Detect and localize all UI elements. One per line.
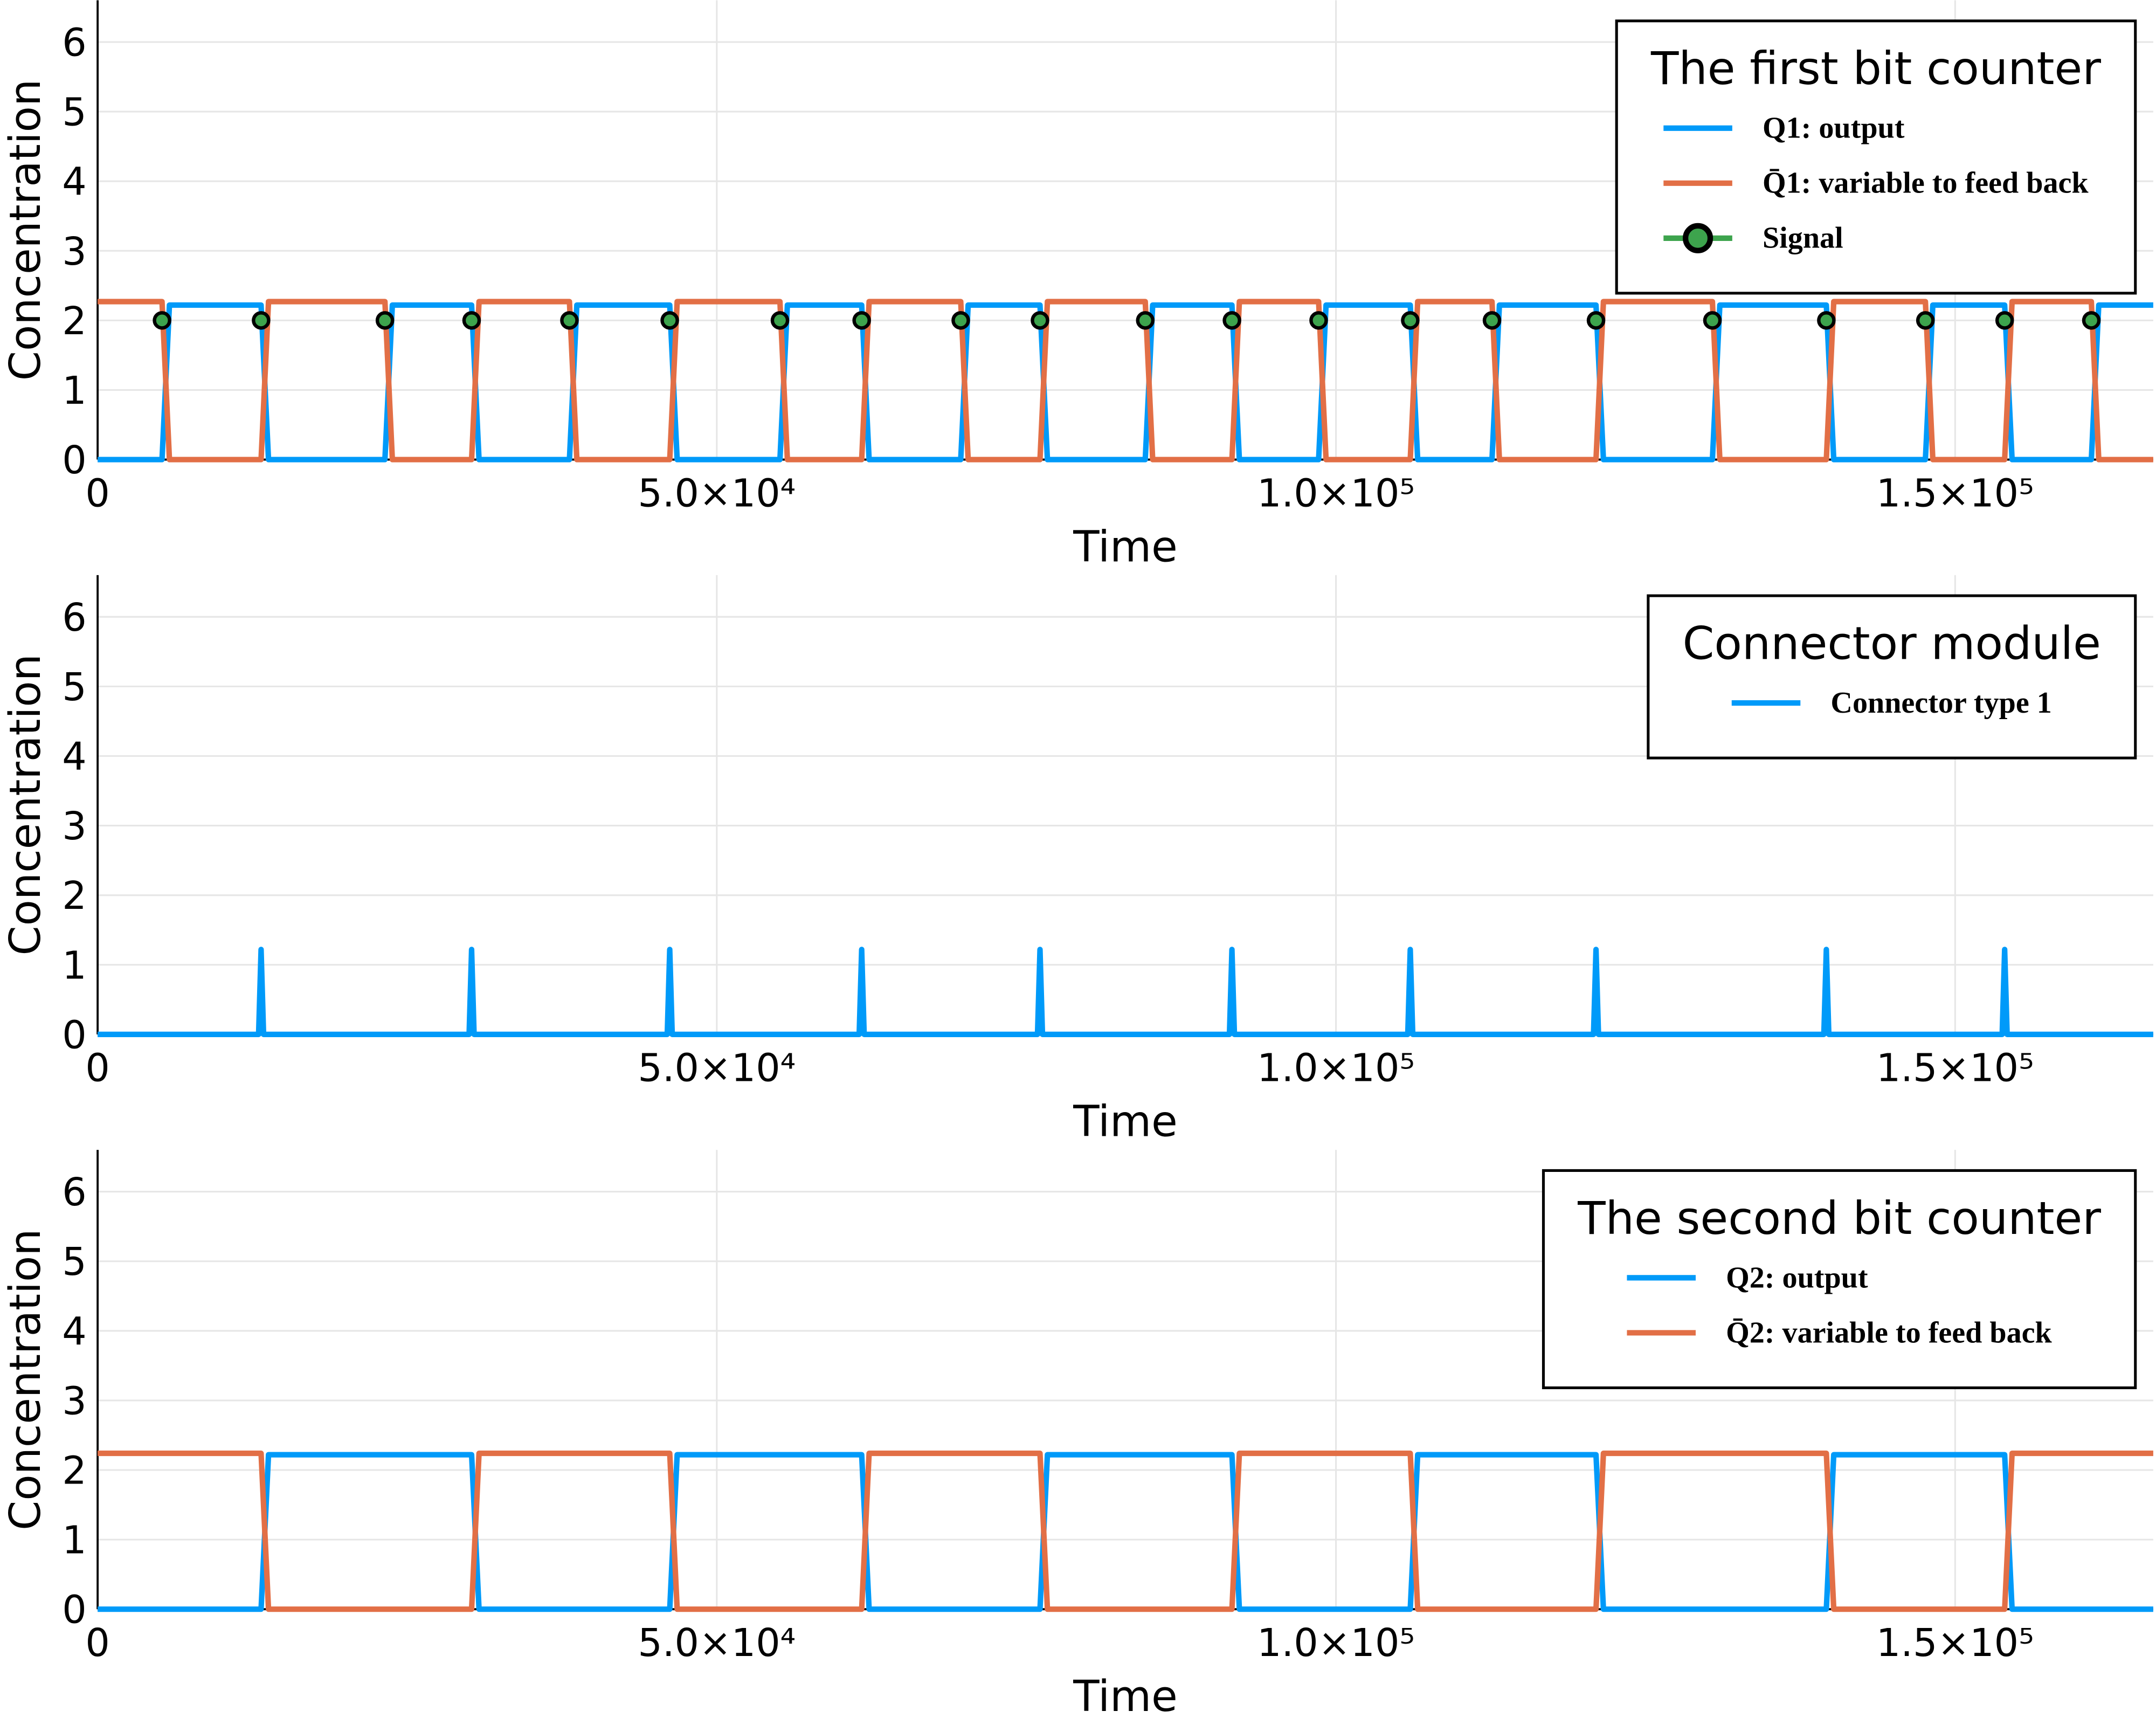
signal-marker: [1136, 311, 1155, 330]
y-tick-label: 5: [62, 90, 86, 135]
y-tick-label: 0: [62, 438, 86, 482]
y-tick-label: 6: [62, 1170, 86, 1215]
x-tick-label: 5.0×10⁴: [638, 471, 796, 515]
legend: Connector module Connector type 1: [1647, 594, 2137, 760]
signal-marker: [951, 311, 970, 330]
y-tick-label: 2: [62, 873, 86, 918]
series-line: [98, 1450, 2153, 1612]
signal-marker: [1995, 311, 2014, 330]
signal-marker: [770, 311, 790, 330]
series-line: [98, 1452, 2153, 1612]
y-tick-label: 6: [62, 595, 86, 640]
y-axis-label: Concentration: [1, 654, 50, 955]
signal-marker: [660, 311, 679, 330]
x-tick-label: 1.0×10⁵: [1257, 471, 1415, 515]
signal-marker: [1817, 311, 1836, 330]
legend-box: [1647, 594, 2137, 760]
x-axis-label: Time: [1073, 1097, 1178, 1147]
legend: The first bit counter Q1: output Q̄1: vari…: [1615, 19, 2137, 295]
legend: The second bit counter Q2: output Q̄2: var…: [1542, 1169, 2137, 1390]
x-tick-label: 0: [85, 471, 109, 515]
x-tick-label: 0: [85, 1046, 109, 1091]
signal-marker: [1586, 311, 1606, 330]
signal-marker: [375, 311, 395, 330]
x-tick-label: 1.0×10⁵: [1257, 1046, 1415, 1091]
y-tick-label: 2: [62, 1448, 86, 1493]
legend-label: Signal: [1763, 222, 1843, 255]
y-tick-label: 2: [62, 299, 86, 343]
y-axis-label: Concentration: [1, 1229, 50, 1530]
legend-marker: [1683, 223, 1713, 253]
legend-label: Q1: output: [1763, 112, 1905, 145]
panel: 0 5.0×10⁴ 1.0×10⁵ 1.5×10⁵ 0 1 2 3 4 5 6 Time Concent…: [1, 1150, 2153, 1721]
x-axis-label: Time: [1073, 1672, 1178, 1721]
x-tick-label: 1.5×10⁵: [1876, 1046, 2034, 1091]
signal-marker: [1916, 311, 1935, 330]
y-tick-label: 4: [62, 160, 86, 204]
signal-marker: [1309, 311, 1328, 330]
legend-label: Q2: output: [1726, 1261, 1868, 1294]
x-tick-label: 1.5×10⁵: [1876, 1620, 2034, 1665]
signal-marker: [252, 311, 271, 330]
y-tick-label: 6: [62, 20, 86, 65]
legend-title: The first bit counter: [1650, 42, 2101, 95]
y-tick-label: 4: [62, 734, 86, 779]
signal-marker: [560, 311, 579, 330]
signal-marker: [153, 311, 171, 330]
signal-marker: [1222, 311, 1241, 330]
y-tick-label: 0: [62, 1012, 86, 1057]
legend-label: Q̄1: variable to feed back: [1763, 167, 2089, 200]
signal-marker: [1031, 311, 1049, 330]
series-line: [98, 299, 2153, 463]
y-tick-label: 3: [62, 804, 86, 848]
y-tick-label: 0: [62, 1588, 86, 1632]
y-axis-label: Concentration: [1, 79, 50, 381]
legend-title: The second bit counter: [1577, 1192, 2101, 1245]
x-tick-label: 5.0×10⁴: [638, 1620, 796, 1665]
y-tick-label: 3: [62, 1378, 86, 1423]
series-line: [98, 302, 2153, 463]
signal-marker: [852, 311, 871, 330]
panel: 0 5.0×10⁴ 1.0×10⁵ 1.5×10⁵ 0 1 2 3 4 5 6 Time Concent…: [1, 575, 2153, 1147]
legend-label: Connector type 1: [1830, 686, 2051, 720]
y-tick-label: 1: [62, 1518, 86, 1563]
signal-marker: [1401, 311, 1420, 330]
legend-label: Q̄2: variable to feed back: [1726, 1316, 2052, 1349]
x-tick-label: 0: [85, 1620, 109, 1665]
y-tick-label: 4: [62, 1309, 86, 1354]
signal-marker: [462, 311, 481, 330]
y-tick-label: 1: [62, 368, 86, 413]
legend-title: Connector module: [1683, 617, 2101, 670]
panel: 0 5.0×10⁴ 1.0×10⁵ 1.5×10⁵ 0 1 2 3 4 5 6 Time Concent…: [1, 0, 2153, 571]
x-tick-label: 1.0×10⁵: [1257, 1620, 1415, 1665]
y-tick-label: 1: [62, 943, 86, 988]
x-axis-label: Time: [1073, 522, 1178, 571]
x-tick-label: 5.0×10⁴: [638, 1046, 796, 1091]
y-tick-label: 5: [62, 665, 86, 709]
y-tick-label: 5: [62, 1239, 86, 1284]
signal-marker: [2082, 311, 2101, 330]
y-tick-label: 3: [62, 229, 86, 274]
signal-marker: [1482, 311, 1502, 330]
signal-marker: [1703, 311, 1722, 330]
series-line: [98, 947, 2153, 1037]
x-tick-label: 1.5×10⁵: [1876, 471, 2034, 515]
